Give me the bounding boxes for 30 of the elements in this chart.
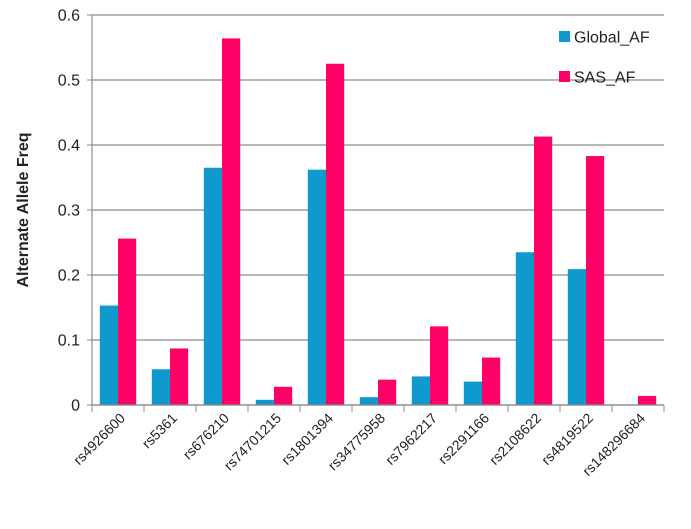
legend-label: Global_AF: [574, 30, 650, 47]
bar: [638, 396, 656, 405]
y-axis-title: Alternate Allele Freq: [15, 132, 32, 288]
bar: [464, 382, 482, 405]
bar: [378, 380, 396, 405]
bar: [482, 358, 500, 405]
y-tick-label: 0.4: [58, 138, 80, 155]
y-tick-label: 0.5: [58, 72, 80, 90]
bar: [170, 348, 188, 405]
bar: [568, 269, 586, 405]
y-tick-label: 0.3: [58, 202, 80, 220]
bar: [308, 170, 326, 405]
bar: [412, 376, 430, 405]
bar: [100, 306, 118, 405]
bar: [360, 397, 378, 405]
bar: [516, 252, 534, 405]
bar: [274, 386, 292, 405]
bar: [118, 238, 136, 405]
bar: [586, 156, 604, 405]
bar: [152, 369, 170, 405]
bar: [534, 136, 552, 405]
y-tick-label: 0: [71, 398, 80, 415]
bar: [326, 64, 344, 405]
bar: [430, 326, 448, 405]
legend-label: SAS_AF: [574, 70, 636, 87]
y-tick-label: 0.6: [58, 8, 80, 25]
bar: [204, 168, 222, 405]
y-tick-label: 0.2: [58, 268, 80, 285]
y-tick-label: 0.1: [58, 332, 80, 350]
bar: [222, 38, 240, 405]
